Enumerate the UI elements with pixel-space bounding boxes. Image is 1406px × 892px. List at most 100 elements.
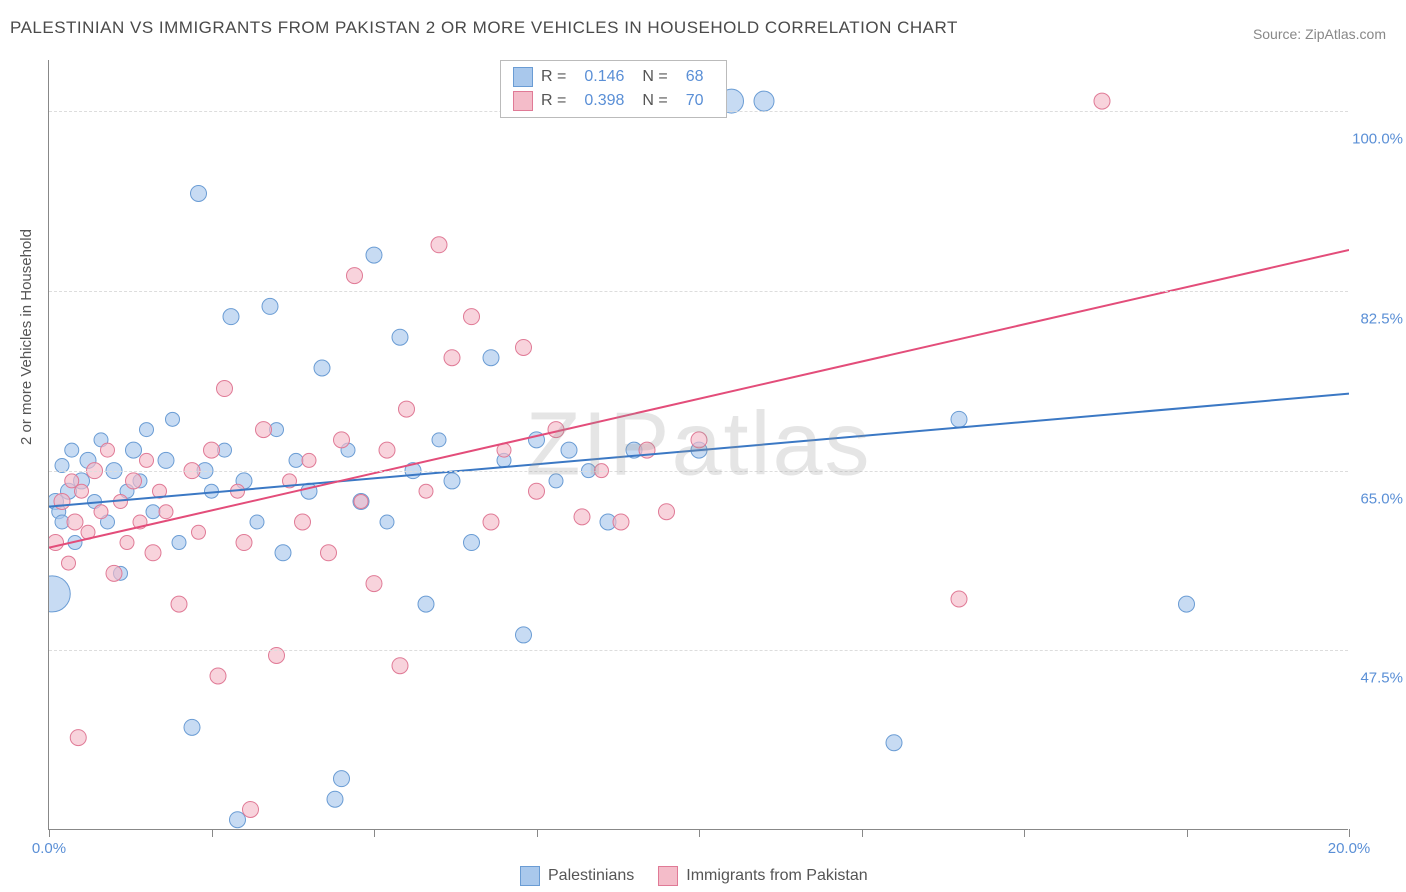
n-label: N = (642, 68, 667, 86)
scatter-point (483, 514, 499, 530)
x-tick-label: 20.0% (1328, 840, 1371, 857)
scatter-point (275, 545, 291, 561)
x-tick (1024, 829, 1025, 837)
n-value: 70 (686, 92, 704, 110)
legend-series-label: Immigrants from Pakistan (686, 867, 867, 885)
scatter-point (223, 309, 239, 325)
scatter-point (754, 91, 774, 111)
scatter-point (951, 411, 967, 427)
scatter-point (94, 505, 108, 519)
scatter-point (314, 360, 330, 376)
scatter-point (418, 596, 434, 612)
scatter-point (120, 536, 134, 550)
gridline (49, 650, 1348, 651)
x-tick (1349, 829, 1350, 837)
scatter-point (140, 453, 154, 467)
scatter-point (158, 452, 174, 468)
scatter-point (145, 545, 161, 561)
scatter-point (886, 735, 902, 751)
scatter-point (483, 350, 499, 366)
legend-swatch (520, 866, 540, 886)
scatter-point (230, 812, 246, 828)
scatter-point (217, 381, 233, 397)
scatter-point (691, 432, 707, 448)
scatter-point (431, 237, 447, 253)
scatter-point (295, 514, 311, 530)
scatter-point (464, 309, 480, 325)
scatter-point (327, 791, 343, 807)
legend-series-item: Palestinians (520, 866, 634, 886)
scatter-point (204, 442, 220, 458)
scatter-point (529, 483, 545, 499)
y-tick-label: 47.5% (1360, 670, 1403, 687)
scatter-point (444, 473, 460, 489)
scatter-point (289, 453, 303, 467)
legend-correlation-row: R =0.146 N =68 (513, 65, 714, 89)
legend-swatch (658, 866, 678, 886)
scatter-point (574, 509, 590, 525)
scatter-point (101, 443, 115, 457)
scatter-point (262, 298, 278, 314)
gridline (49, 471, 1348, 472)
y-tick-label: 82.5% (1360, 311, 1403, 328)
scatter-point (516, 339, 532, 355)
legend-correlation-row: R =0.398 N =70 (513, 89, 714, 113)
r-label: R = (541, 92, 566, 110)
y-axis-title: 2 or more Vehicles in Household (18, 229, 35, 445)
chart-title: PALESTINIAN VS IMMIGRANTS FROM PAKISTAN … (10, 18, 958, 38)
scatter-point (146, 505, 160, 519)
scatter-point (140, 423, 154, 437)
scatter-point (561, 442, 577, 458)
x-tick (49, 829, 50, 837)
scatter-point (256, 422, 272, 438)
correlation-legend: R =0.146 N =68 R = 0.398 N = 70 (500, 60, 727, 118)
trend-line (49, 250, 1349, 548)
x-tick-label: 0.0% (32, 840, 66, 857)
x-tick (212, 829, 213, 837)
legend-swatch (513, 91, 533, 111)
scatter-point (159, 505, 173, 519)
r-label: R = (541, 68, 566, 86)
scatter-point (1094, 93, 1110, 109)
scatter-point (464, 535, 480, 551)
scatter-point (321, 545, 337, 561)
scatter-point (210, 668, 226, 684)
gridline (49, 291, 1348, 292)
legend-series-item: Immigrants from Pakistan (658, 866, 867, 886)
scatter-point (432, 433, 446, 447)
scatter-point (172, 536, 186, 550)
scatter-point (347, 268, 363, 284)
trend-line (49, 394, 1349, 507)
scatter-point (67, 514, 83, 530)
scatter-point (236, 535, 252, 551)
y-tick-label: 65.0% (1360, 490, 1403, 507)
x-tick (1187, 829, 1188, 837)
scatter-point (354, 494, 368, 508)
scatter-point (65, 443, 79, 457)
x-tick (537, 829, 538, 837)
series-legend: Palestinians Immigrants from Pakistan (520, 866, 868, 886)
scatter-point (399, 401, 415, 417)
scatter-point (392, 329, 408, 345)
scatter-point (126, 473, 142, 489)
scatter-point (549, 474, 563, 488)
r-value: 0.398 (584, 92, 624, 110)
scatter-point (392, 658, 408, 674)
scatter-point (62, 556, 76, 570)
scatter-point (192, 525, 206, 539)
scatter-point (106, 565, 122, 581)
scatter-point (659, 504, 675, 520)
x-tick (374, 829, 375, 837)
scatter-point (444, 350, 460, 366)
scatter-point (126, 442, 142, 458)
scatter-point (75, 484, 89, 498)
source-attribution: Source: ZipAtlas.com (1253, 26, 1386, 42)
scatter-point (54, 493, 70, 509)
scatter-point (250, 515, 264, 529)
scatter-point (191, 185, 207, 201)
scatter-point (613, 514, 629, 530)
scatter-point (166, 412, 180, 426)
scatter-point (334, 771, 350, 787)
legend-swatch (513, 67, 533, 87)
scatter-point (49, 576, 70, 612)
